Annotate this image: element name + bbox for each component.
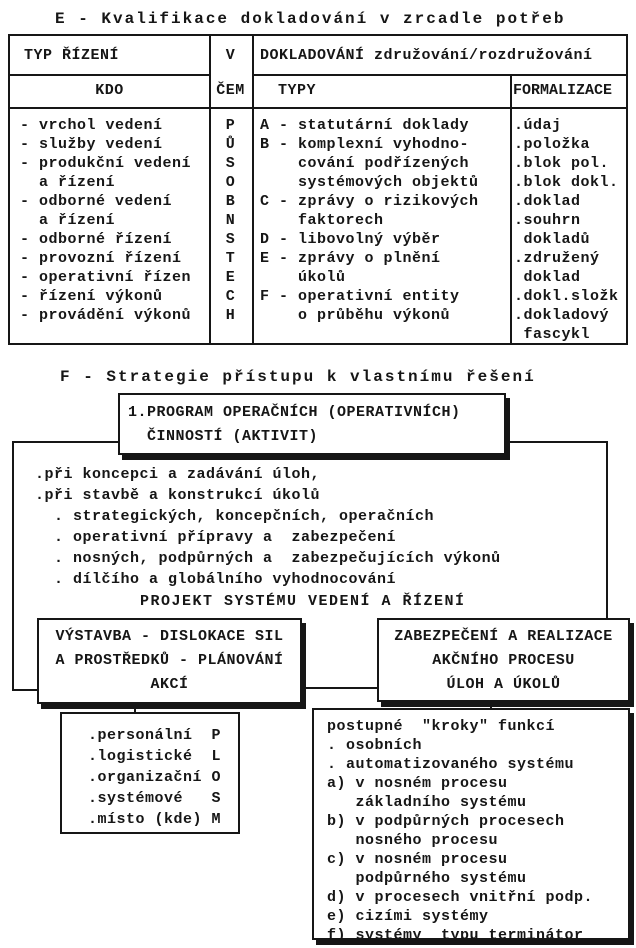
- kroky-box-text: postupné "kroky" funkcí . osobních . aut…: [327, 718, 594, 944]
- projekt-label: PROJEKT SYSTÉMU VEDENÍ A ŘÍZENÍ: [140, 593, 466, 610]
- table-col-formalizace: .údaj .položka .blok pol. .blok dokl. .d…: [514, 117, 619, 343]
- table-vline-cem-typy: [252, 36, 254, 343]
- levels-box: .personální P .logistické L .organizační…: [60, 712, 240, 834]
- table-col-kdo: - vrchol vedení - služby vedení - produk…: [20, 117, 192, 324]
- section-f-title: F - Strategie přístupu k vlastnímu řešen…: [60, 368, 536, 386]
- notes-text: .při koncepci a zadávání úloh, .při stav…: [35, 466, 501, 588]
- table-header-typy: TYPY: [278, 82, 317, 99]
- levels-box-text: .personální P .logistické L .organizační…: [88, 727, 222, 828]
- program-box: 1.PROGRAM OPERAČNÍCH (OPERATIVNÍCH) ČINN…: [118, 393, 506, 455]
- connector-below-zabezpeceni: [490, 700, 492, 710]
- program-box-text: 1.PROGRAM OPERAČNÍCH (OPERATIVNÍCH) ČINN…: [128, 404, 461, 445]
- kroky-box: postupné "kroky" funkcí . osobních . aut…: [312, 708, 630, 944]
- section-e-title: E - Kvalifikace dokladování v zrcadle po…: [55, 10, 566, 28]
- zabezpeceni-box-text: ZABEZPEČENÍ A REALIZACE AKČNÍHO PROCESU …: [394, 628, 613, 693]
- connector-between-mid-boxes: [302, 687, 379, 689]
- connector-below-vystavba: [134, 702, 136, 714]
- table-col-typy: A - statutární doklady B - komplexní vyh…: [260, 117, 479, 324]
- table-hline-row1-left: [10, 74, 209, 76]
- connector-left-horizontal: [12, 441, 118, 443]
- qualification-table: TYP ŘÍZENÍ V DOKLADOVÁNÍ združování/rozd…: [8, 34, 628, 345]
- connector-right-vertical: [606, 441, 608, 620]
- table-col-cem: P Ů S O B N S T E C H: [225, 117, 236, 324]
- table-header-v: V: [225, 47, 236, 64]
- connector-left-vertical: [12, 441, 14, 691]
- table-header-typ-rizeni: TYP ŘÍZENÍ: [24, 47, 120, 64]
- table-hline-row1-right: [252, 74, 626, 76]
- table-hline-row2: [10, 107, 626, 109]
- table-header-formalizace: FORMALIZACE: [513, 82, 613, 99]
- table-header-kdo: KDO: [95, 82, 124, 99]
- vystavba-box: VÝSTAVBA - DISLOKACE SIL A PROSTŘEDKŮ - …: [37, 618, 302, 704]
- vystavba-box-text: VÝSTAVBA - DISLOKACE SIL A PROSTŘEDKŮ - …: [55, 628, 284, 693]
- table-header-dokladovani: DOKLADOVÁNÍ združování/rozdružování: [260, 47, 593, 64]
- table-vline-kdo-cem: [209, 36, 211, 343]
- connector-right-horizontal: [506, 441, 608, 443]
- table-header-cem: ČEM: [216, 82, 245, 99]
- zabezpeceni-box: ZABEZPEČENÍ A REALIZACE AKČNÍHO PROCESU …: [377, 618, 630, 702]
- connector-left-into-box: [12, 689, 39, 691]
- table-vline-typy-formalizace: [510, 74, 512, 343]
